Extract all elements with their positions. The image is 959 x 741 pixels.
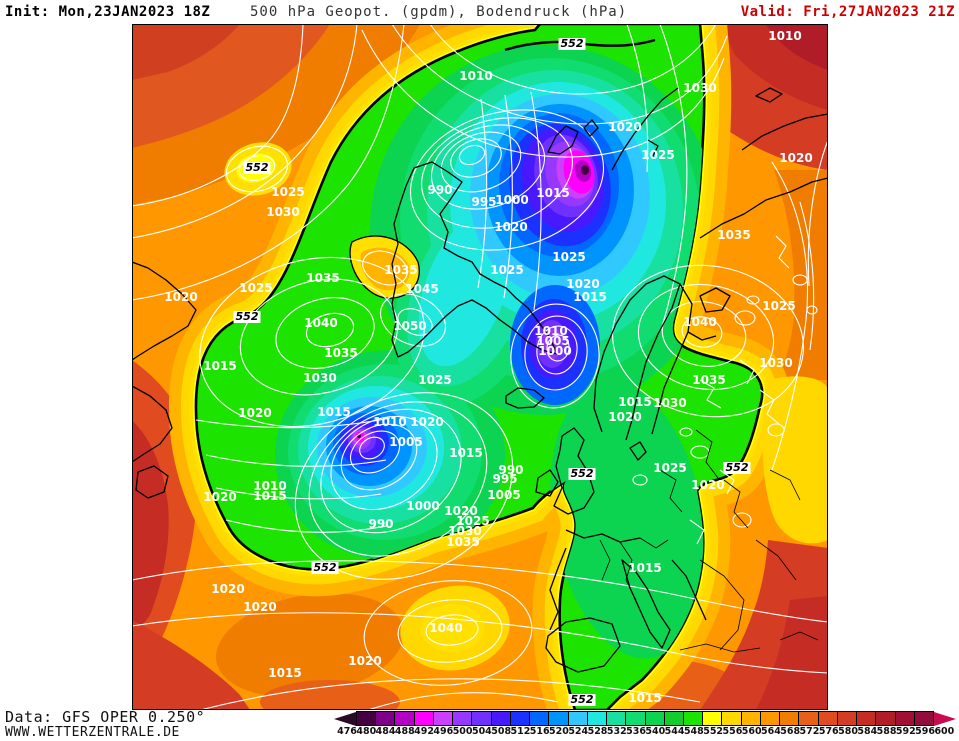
geopotential-colorbar bbox=[334, 711, 956, 726]
chart-title: 500 hPa Geopot. (gpdm), Bodendruck (hPa) bbox=[250, 4, 628, 20]
colorbar-tick: 504 bbox=[471, 726, 492, 737]
colorbar-swatch bbox=[376, 712, 396, 725]
colorbar-swatch bbox=[741, 712, 761, 725]
colorbar-swatch bbox=[626, 712, 646, 725]
website-label: WWW.WETTERZENTRALE.DE bbox=[5, 725, 180, 740]
colorbar-swatch bbox=[472, 712, 492, 725]
colorbar-swatch bbox=[645, 712, 665, 725]
colorbar-tick: 488 bbox=[394, 726, 415, 737]
colorbar-tick: 476 bbox=[337, 726, 357, 737]
colorbar-swatches bbox=[356, 711, 934, 726]
colorbar-swatch bbox=[357, 712, 377, 725]
colorbar-swatch bbox=[703, 712, 723, 725]
colorbar-swatch bbox=[549, 712, 569, 725]
colorbar-swatch bbox=[568, 712, 588, 725]
colorbar-swatch bbox=[607, 712, 627, 725]
init-timestamp: Init: Mon,23JAN2023 18Z bbox=[5, 4, 211, 20]
colorbar-tick: 560 bbox=[741, 726, 762, 737]
colorbar-swatch bbox=[818, 712, 838, 725]
colorbar-tick: 564 bbox=[761, 726, 781, 737]
colorbar-tick: 556 bbox=[722, 726, 743, 737]
colorbar-swatch bbox=[414, 712, 434, 725]
map-border bbox=[132, 24, 828, 710]
colorbar-tick: 568 bbox=[780, 726, 801, 737]
colorbar-tick: 532 bbox=[606, 726, 627, 737]
coastlines bbox=[132, 87, 828, 673]
colorbar-tick: 584 bbox=[857, 726, 878, 737]
colorbar-swatch bbox=[587, 712, 608, 725]
colorbar-tick: 536 bbox=[626, 726, 646, 737]
colorbar-tick: 592 bbox=[895, 726, 916, 737]
colorbar-swatch bbox=[799, 712, 819, 725]
colorbar-swatch bbox=[491, 712, 511, 725]
colorbar-tick: 496 bbox=[433, 726, 454, 737]
colorbar-tick: 480 bbox=[356, 726, 377, 737]
geopotential-map-graphic bbox=[132, 24, 828, 710]
colorbar-swatch bbox=[876, 712, 896, 725]
colorbar-over-arrow bbox=[934, 711, 956, 726]
colorbar-tick: 576 bbox=[818, 726, 839, 737]
colorbar-swatch bbox=[433, 712, 454, 725]
valid-timestamp: Valid: Fri,27JAN2023 21Z bbox=[740, 4, 955, 20]
colorbar-tick: 508 bbox=[491, 726, 512, 737]
colorbar-tick: 500 bbox=[452, 726, 473, 737]
colorbar-swatch bbox=[857, 712, 877, 725]
colorbar-tick: 520 bbox=[549, 726, 569, 737]
colorbar-tick: 516 bbox=[529, 726, 550, 737]
colorbar-swatch bbox=[837, 712, 858, 725]
colorbar-tick: 548 bbox=[683, 726, 704, 737]
colorbar-tick: 552 bbox=[703, 726, 724, 737]
colorbar-tick: 492 bbox=[414, 726, 434, 737]
colorbar-swatch bbox=[780, 712, 800, 725]
colorbar-swatch bbox=[914, 712, 934, 725]
colorbar-swatch bbox=[453, 712, 473, 725]
colorbar-tick: 596 bbox=[915, 726, 936, 737]
colorbar-tick: 600 bbox=[934, 726, 955, 737]
colorbar-tick: 588 bbox=[876, 726, 897, 737]
colorbar-tick: 528 bbox=[587, 726, 608, 737]
data-source-label: Data: GFS OPER 0.250° bbox=[5, 708, 206, 726]
colorbar-swatch bbox=[664, 712, 684, 725]
weather-map: 1010 990 995 1000 1015 1020 1025 1020 1025 1030 10… bbox=[132, 24, 828, 710]
colorbar-swatch bbox=[683, 712, 704, 725]
colorbar-swatch bbox=[722, 712, 742, 725]
colorbar-swatch bbox=[395, 712, 415, 725]
surface-pressure-isobars bbox=[132, 24, 828, 710]
colorbar-tick: 540 bbox=[645, 726, 666, 737]
colorbar-tick: 512 bbox=[510, 726, 531, 737]
colorbar-tick: 524 bbox=[568, 726, 589, 737]
colorbar-tick-labels: 476 480 484 488 492 496 500 504 508 512 516 520 524 5… bbox=[0, 726, 959, 740]
colorbar-tick: 484 bbox=[375, 726, 396, 737]
colorbar-swatch bbox=[760, 712, 781, 725]
colorbar-tick: 580 bbox=[838, 726, 858, 737]
colorbar-tick: 572 bbox=[799, 726, 820, 737]
colorbar-swatch bbox=[510, 712, 531, 725]
country-borders bbox=[599, 429, 819, 653]
colorbar-under-arrow bbox=[334, 711, 356, 726]
colorbar-swatch bbox=[530, 712, 550, 725]
colorbar-tick: 544 bbox=[664, 726, 685, 737]
colorbar-swatch bbox=[895, 712, 915, 725]
